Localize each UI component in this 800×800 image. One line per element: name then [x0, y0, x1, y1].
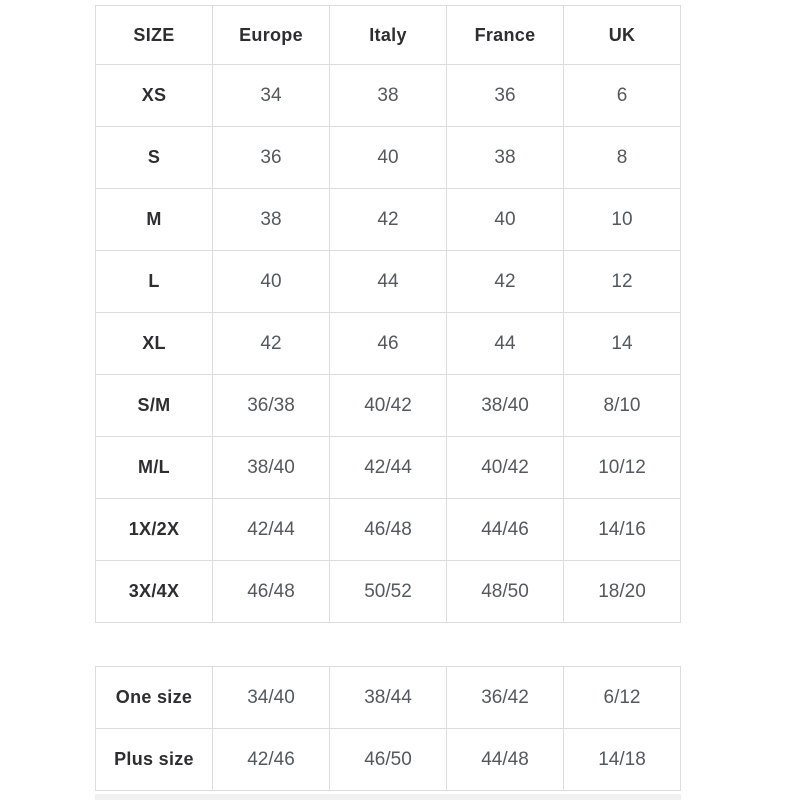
size-label-cell: One size — [95, 666, 213, 729]
header-cell-uk: UK — [563, 5, 681, 65]
size-value-cell: 42/46 — [212, 728, 330, 791]
size-conversion-table: SIZE Europe Italy France UK XS 34 38 36 6 S 36… — [95, 5, 681, 623]
header-cell-france: France — [446, 5, 564, 65]
size-label-cell: S — [95, 126, 213, 189]
size-value-cell: 36/42 — [446, 666, 564, 729]
size-value-cell: 38/40 — [212, 436, 330, 499]
size-label-cell: XS — [95, 64, 213, 127]
size-label-cell: L — [95, 250, 213, 313]
header-cell-europe: Europe — [212, 5, 330, 65]
size-value-cell: 44/48 — [446, 728, 564, 791]
size-value-cell: 46 — [329, 312, 447, 375]
size-value-cell: 44 — [329, 250, 447, 313]
size-value-cell: 6/12 — [563, 666, 681, 729]
size-value-cell: 36 — [446, 64, 564, 127]
size-value-cell: 14/16 — [563, 498, 681, 561]
size-label-cell: 3X/4X — [95, 560, 213, 623]
size-value-cell: 40 — [329, 126, 447, 189]
size-value-cell: 42/44 — [329, 436, 447, 499]
size-value-cell: 8 — [563, 126, 681, 189]
size-value-cell: 36/38 — [212, 374, 330, 437]
size-value-cell: 40 — [446, 188, 564, 251]
table-row: S/M 36/38 40/42 38/40 8/10 — [95, 374, 681, 437]
size-label-cell: M — [95, 188, 213, 251]
size-value-cell: 10 — [563, 188, 681, 251]
size-value-cell: 46/48 — [329, 498, 447, 561]
size-value-cell: 38 — [446, 126, 564, 189]
size-label-cell: Plus size — [95, 728, 213, 791]
table-row: L 40 44 42 12 — [95, 250, 681, 313]
size-value-cell: 42 — [329, 188, 447, 251]
table-row: 1X/2X 42/44 46/48 44/46 14/16 — [95, 498, 681, 561]
size-value-cell: 40/42 — [446, 436, 564, 499]
size-value-cell: 18/20 — [563, 560, 681, 623]
size-value-cell: 48/50 — [446, 560, 564, 623]
table-row: M 38 42 40 10 — [95, 188, 681, 251]
size-value-cell: 14/18 — [563, 728, 681, 791]
size-label-cell: S/M — [95, 374, 213, 437]
special-sizes-table: One size 34/40 38/44 36/42 6/12 Plus size 42/4… — [95, 666, 681, 791]
table-row: 3X/4X 46/48 50/52 48/50 18/20 — [95, 560, 681, 623]
size-value-cell: 42 — [446, 250, 564, 313]
size-value-cell: 46/48 — [212, 560, 330, 623]
table-row: S 36 40 38 8 — [95, 126, 681, 189]
header-cell-italy: Italy — [329, 5, 447, 65]
size-label-cell: M/L — [95, 436, 213, 499]
size-value-cell: 40/42 — [329, 374, 447, 437]
size-value-cell: 42/44 — [212, 498, 330, 561]
size-label-cell: XL — [95, 312, 213, 375]
size-value-cell: 40 — [212, 250, 330, 313]
size-value-cell: 44/46 — [446, 498, 564, 561]
header-cell-size: SIZE — [95, 5, 213, 65]
size-value-cell: 38 — [212, 188, 330, 251]
table-row: XL 42 46 44 14 — [95, 312, 681, 375]
table-row: XS 34 38 36 6 — [95, 64, 681, 127]
size-value-cell: 14 — [563, 312, 681, 375]
size-value-cell: 38/44 — [329, 666, 447, 729]
size-value-cell: 38 — [329, 64, 447, 127]
header-row: SIZE Europe Italy France UK — [95, 5, 681, 65]
size-value-cell: 44 — [446, 312, 564, 375]
size-value-cell: 36 — [212, 126, 330, 189]
table-row: Plus size 42/46 46/50 44/48 14/18 — [95, 728, 681, 791]
size-value-cell: 6 — [563, 64, 681, 127]
size-label-cell: 1X/2X — [95, 498, 213, 561]
size-value-cell: 38/40 — [446, 374, 564, 437]
table-row: One size 34/40 38/44 36/42 6/12 — [95, 666, 681, 729]
next-section-edge — [95, 794, 681, 800]
size-value-cell: 10/12 — [563, 436, 681, 499]
table-row: M/L 38/40 42/44 40/42 10/12 — [95, 436, 681, 499]
size-value-cell: 34/40 — [212, 666, 330, 729]
size-value-cell: 42 — [212, 312, 330, 375]
size-value-cell: 50/52 — [329, 560, 447, 623]
size-value-cell: 12 — [563, 250, 681, 313]
size-value-cell: 46/50 — [329, 728, 447, 791]
size-value-cell: 34 — [212, 64, 330, 127]
size-value-cell: 8/10 — [563, 374, 681, 437]
